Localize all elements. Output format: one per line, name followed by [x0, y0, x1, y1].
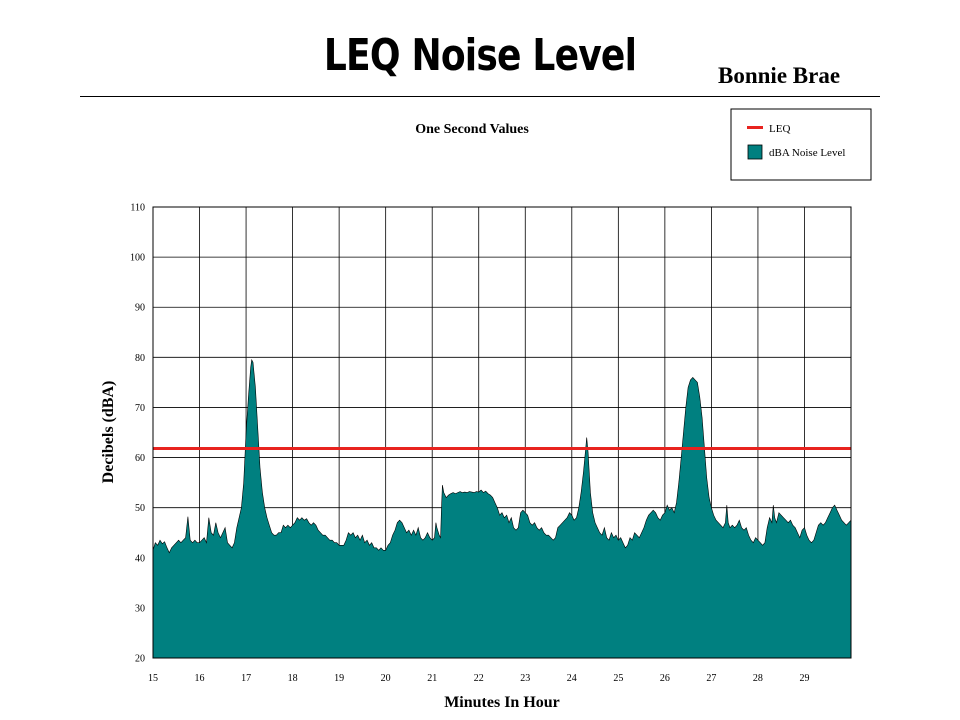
y-tick-label: 20: [135, 654, 145, 665]
x-tick-label: 26: [660, 673, 670, 684]
y-tick-label: 70: [135, 403, 145, 414]
x-tick-label: 18: [288, 673, 298, 684]
chart-subtitle: One Second Values: [415, 122, 529, 137]
page-title: LEQ Noise Level: [323, 30, 637, 81]
y-tick-label: 40: [135, 553, 145, 564]
y-tick-label: 60: [135, 453, 145, 464]
x-tick-label: 19: [334, 673, 344, 684]
plot-border: [152, 206, 852, 659]
x-tick-label: 20: [381, 673, 391, 684]
site-name: Bonnie Brae: [718, 63, 841, 88]
y-tick-label: 30: [135, 603, 145, 614]
x-tick-label: 16: [195, 673, 205, 684]
y-tick-label: 110: [130, 203, 145, 214]
x-tick-label: 25: [613, 673, 623, 684]
y-tick-label: 80: [135, 353, 145, 364]
legend-swatch-leq: [747, 126, 763, 129]
legend-box: [730, 108, 872, 181]
legend-label-dba: dBA Noise Level: [769, 147, 845, 159]
x-tick-label: 28: [753, 673, 763, 684]
x-axis-title: Minutes In Hour: [444, 694, 560, 711]
x-tick-label: 22: [474, 673, 484, 684]
plot-area: 20 30 40 50 60 70 80 90 100 110 15 16 17 18 19 20 21 22 23…: [130, 203, 852, 684]
x-tick-label: 15: [148, 673, 158, 684]
x-tick-label: 23: [520, 673, 530, 684]
legend-label-leq: LEQ: [769, 123, 790, 135]
x-tick-label: 29: [799, 673, 809, 684]
x-tick-label: 17: [241, 673, 251, 684]
y-axis-title: Decibels (dBA): [100, 381, 117, 484]
legend-swatch-dba: [747, 144, 763, 160]
y-tick-label: 100: [130, 253, 145, 264]
y-tick-label: 50: [135, 503, 145, 514]
y-tick-label: 90: [135, 303, 145, 314]
series-dba-noise-level: [152, 358, 852, 659]
x-tick-label: 21: [427, 673, 437, 684]
legend: LEQ dBA Noise Level: [730, 108, 872, 181]
x-tick-label: 27: [706, 673, 716, 684]
title-divider: [80, 96, 880, 97]
x-tick-label: 24: [567, 673, 577, 684]
